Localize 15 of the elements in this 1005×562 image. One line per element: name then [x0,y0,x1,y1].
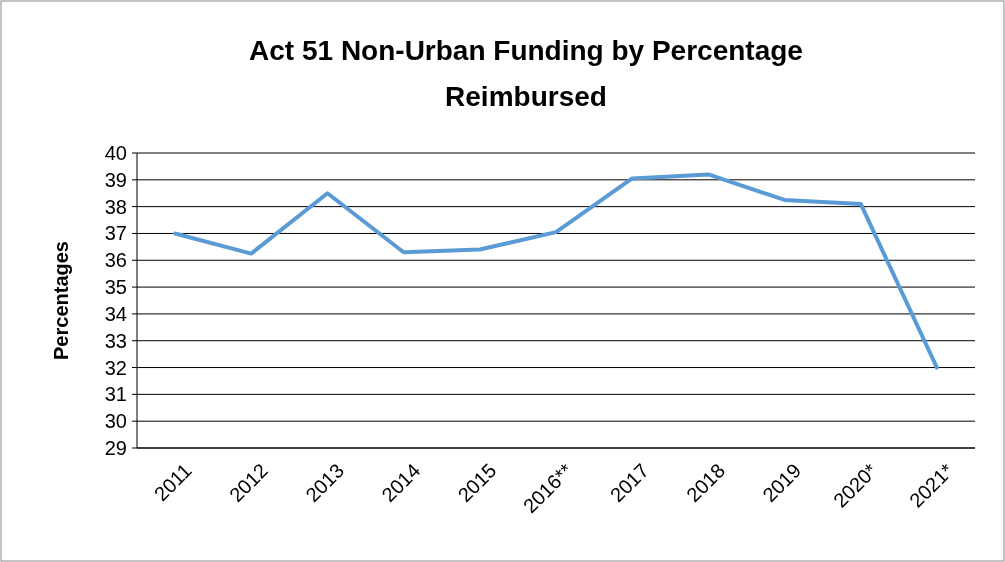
y-axis-title: Percentages [50,241,72,360]
chart-title: Act 51 Non-Urban Funding by Percentage Reimbursed [249,35,803,112]
y-tick-label: 32 [104,356,127,379]
y-tick-label: 36 [104,249,127,272]
y-tick-label: 38 [104,195,127,218]
y-tick-label: 33 [104,329,127,352]
y-tick-label: 30 [104,410,127,433]
y-tick-label: 37 [104,222,127,245]
y-tick-label: 40 [104,142,127,164]
y-tick-label: 31 [104,383,127,406]
y-tick-label: 34 [104,302,127,325]
line-series [173,172,939,370]
y-tick-label: 35 [104,276,127,299]
y-tick-label: 39 [104,168,127,191]
y-tick-label: 29 [104,437,127,459]
